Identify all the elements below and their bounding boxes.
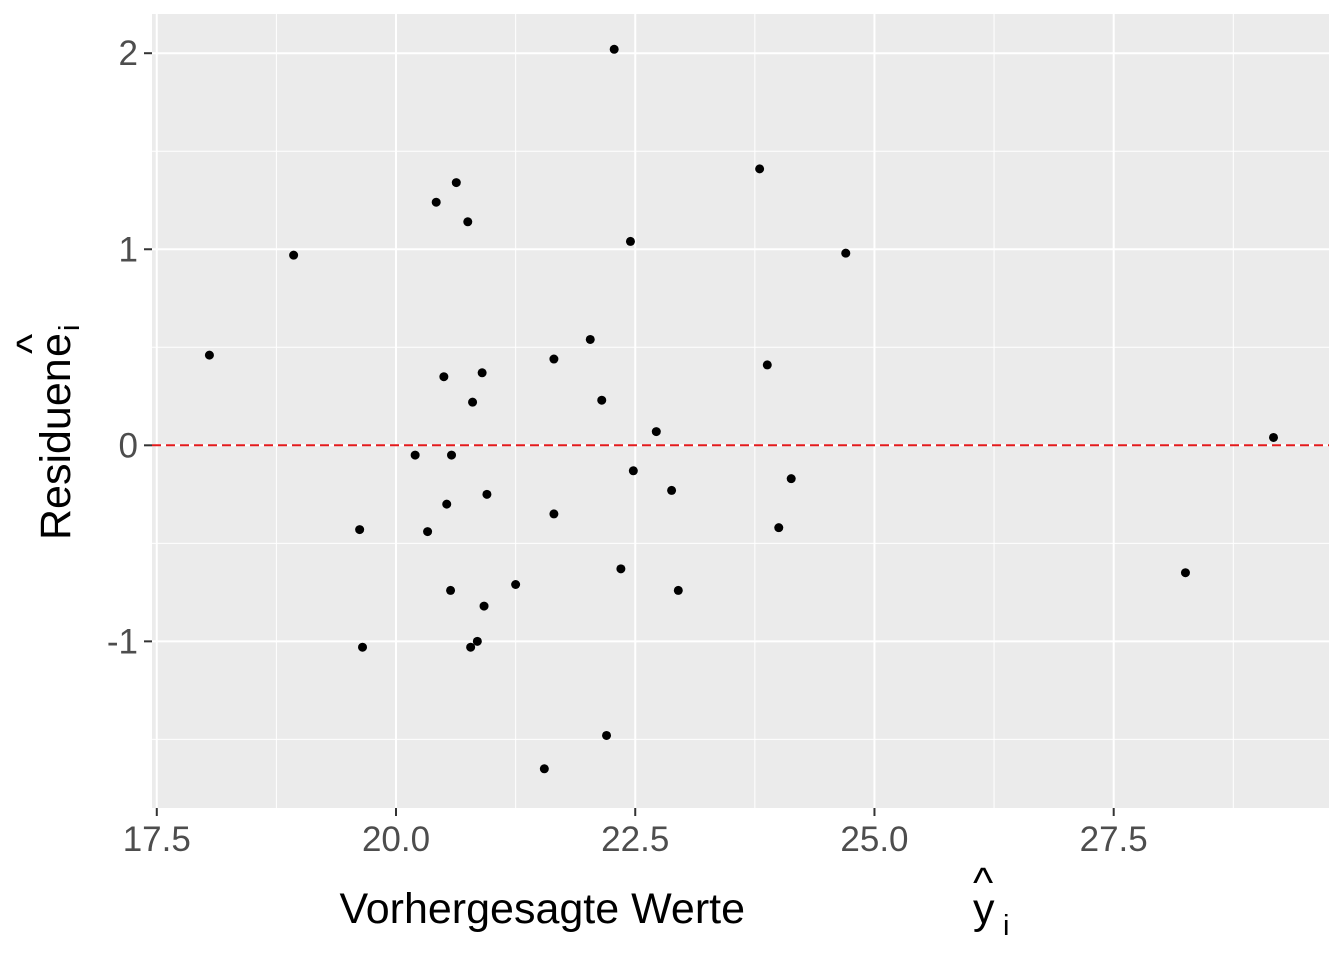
data-point <box>585 334 595 344</box>
data-point <box>463 217 473 227</box>
data-point <box>667 485 677 495</box>
x-tick-label: 22.5 <box>601 820 669 859</box>
data-point <box>355 525 365 535</box>
data-point <box>204 350 214 360</box>
data-point <box>609 44 619 54</box>
y-axis-title: Residuen <box>32 358 80 540</box>
y-tick-label: 2 <box>119 34 138 73</box>
data-point <box>539 764 549 774</box>
axis-ticks <box>144 52 1115 816</box>
data-point <box>482 489 492 499</box>
data-point <box>289 250 299 260</box>
panel-background <box>152 14 1329 808</box>
x-tick-label: 20.0 <box>362 820 430 859</box>
y-axis-title-group: Residuen e ^ i <box>8 325 86 540</box>
data-point <box>625 236 635 246</box>
data-point <box>446 585 456 595</box>
data-point <box>549 509 559 519</box>
data-point <box>651 427 661 437</box>
data-point <box>468 397 478 407</box>
data-point <box>549 354 559 364</box>
data-point <box>1180 568 1190 578</box>
x-axis-title: Vorhergesagte Werte <box>339 885 745 933</box>
x-axis-title-subscript: i <box>1003 910 1009 942</box>
data-point <box>431 197 441 207</box>
x-axis-title-symbol: y <box>973 885 995 933</box>
data-point <box>786 474 796 484</box>
x-tick-label: 27.5 <box>1080 820 1148 859</box>
data-point <box>841 248 851 258</box>
y-tick-label: 1 <box>119 230 138 269</box>
data-point <box>439 372 449 382</box>
data-point <box>1268 432 1278 442</box>
y-axis-title-subscript: i <box>54 325 86 331</box>
y-axis-title-hat: ^ <box>8 334 56 354</box>
x-tick-label: 25.0 <box>840 820 908 859</box>
data-point <box>511 580 521 590</box>
data-point <box>774 523 784 533</box>
data-point <box>616 564 626 574</box>
data-point <box>628 466 638 476</box>
y-tick-label: -1 <box>107 622 138 661</box>
minor-gridlines <box>152 14 1329 808</box>
y-tick-labels: -1 0 1 2 <box>107 34 138 661</box>
data-point <box>755 164 765 174</box>
data-points <box>204 44 1278 774</box>
data-point <box>410 450 420 460</box>
y-axis-title-symbol: e <box>32 333 80 357</box>
x-tick-label: 17.5 <box>123 820 191 859</box>
data-point <box>451 178 461 188</box>
x-tick-labels: 17.5 20.0 22.5 25.0 27.5 <box>123 820 1148 859</box>
data-point <box>472 636 482 646</box>
data-point <box>442 499 452 509</box>
data-point <box>477 368 487 378</box>
data-point <box>762 360 772 370</box>
major-gridlines <box>152 14 1329 808</box>
data-point <box>466 642 476 652</box>
y-tick-label: 0 <box>119 426 138 465</box>
data-point <box>602 730 612 740</box>
data-point <box>673 585 683 595</box>
x-axis-title-hat: ^ <box>973 859 993 907</box>
data-point <box>358 642 368 652</box>
data-point <box>447 450 457 460</box>
data-point <box>597 395 607 405</box>
data-point <box>423 527 433 537</box>
data-point <box>479 601 489 611</box>
